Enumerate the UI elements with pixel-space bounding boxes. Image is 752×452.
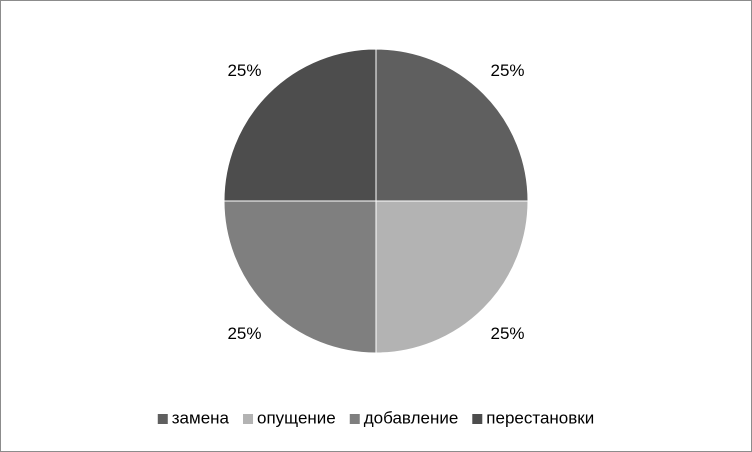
pie-slice [223,48,377,202]
legend-label: перестановки [486,408,594,427]
legend-swatch [157,414,168,424]
data-label: 25% [491,324,525,343]
data-label: 25% [227,324,261,343]
legend-label: замена [172,408,230,427]
pie-slice [375,200,529,354]
data-label: 25% [227,61,261,80]
data-label: 25% [491,61,525,80]
legend-swatch [472,414,483,424]
legend-label: добавление [364,408,459,427]
legend-swatch [243,414,254,424]
legend-label: опущение [257,408,336,427]
pie-slice [375,48,529,202]
pie-slice [223,200,377,354]
legend-swatch [349,414,360,424]
